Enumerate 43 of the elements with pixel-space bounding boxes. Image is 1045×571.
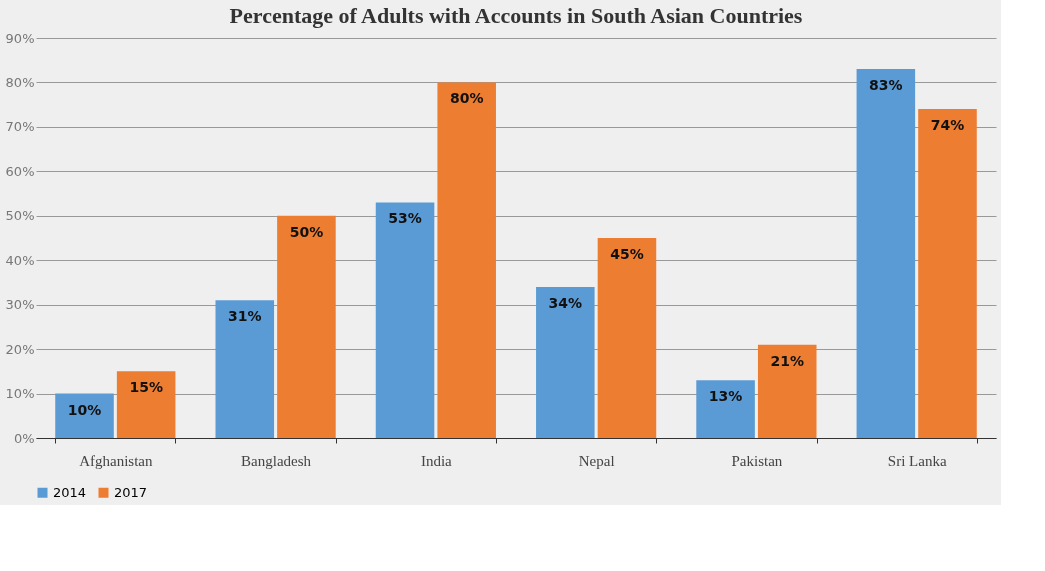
bar bbox=[696, 380, 755, 438]
x-tick-label: Sri Lanka bbox=[887, 452, 947, 469]
data-label: 74% bbox=[930, 117, 965, 134]
bar bbox=[437, 82, 496, 438]
data-label: 21% bbox=[770, 352, 804, 369]
data-label: 45% bbox=[610, 246, 644, 262]
data-label: 31% bbox=[228, 308, 262, 325]
data-label: 15% bbox=[129, 379, 163, 396]
bar bbox=[536, 286, 595, 438]
data-label: 34% bbox=[548, 294, 583, 311]
y-tick-label: 90% bbox=[5, 30, 35, 46]
bar bbox=[918, 109, 977, 438]
y-tick-label: 50% bbox=[5, 208, 35, 224]
x-tick-label: Pakistan bbox=[731, 452, 783, 469]
data-label: 13% bbox=[708, 388, 743, 405]
y-tick-label: 0% bbox=[13, 430, 35, 446]
data-label: 10% bbox=[67, 401, 102, 418]
y-tick-label: 60% bbox=[5, 163, 35, 179]
y-tick-label: 30% bbox=[5, 297, 35, 313]
bar bbox=[597, 238, 657, 438]
bar bbox=[757, 344, 817, 438]
x-tick-label: Afghanistan bbox=[79, 452, 153, 469]
bar bbox=[856, 69, 916, 438]
x-tick-label: Nepal bbox=[578, 452, 615, 469]
data-label: 53% bbox=[388, 210, 422, 227]
x-tick-label: Bangladesh bbox=[241, 452, 312, 469]
bar bbox=[375, 202, 435, 438]
x-tick-label: India bbox=[420, 452, 453, 469]
bar bbox=[55, 393, 114, 438]
y-tick-label: 80% bbox=[5, 74, 35, 90]
data-label: 80% bbox=[449, 90, 484, 107]
legend-label: 2014 bbox=[53, 484, 87, 500]
data-label: 50% bbox=[289, 223, 324, 240]
bar bbox=[215, 300, 275, 438]
y-tick-label: 40% bbox=[5, 252, 35, 268]
y-tick-label: 20% bbox=[5, 341, 35, 357]
legend-label: 2017 bbox=[114, 484, 148, 500]
data-label: 83% bbox=[869, 77, 903, 94]
chart-title: Percentage of Adults with Accounts in South Asian Countries bbox=[229, 3, 803, 28]
y-tick-label: 70% bbox=[5, 119, 35, 135]
y-tick-label: 10% bbox=[5, 386, 35, 402]
bar bbox=[116, 371, 176, 438]
bar bbox=[277, 215, 336, 438]
